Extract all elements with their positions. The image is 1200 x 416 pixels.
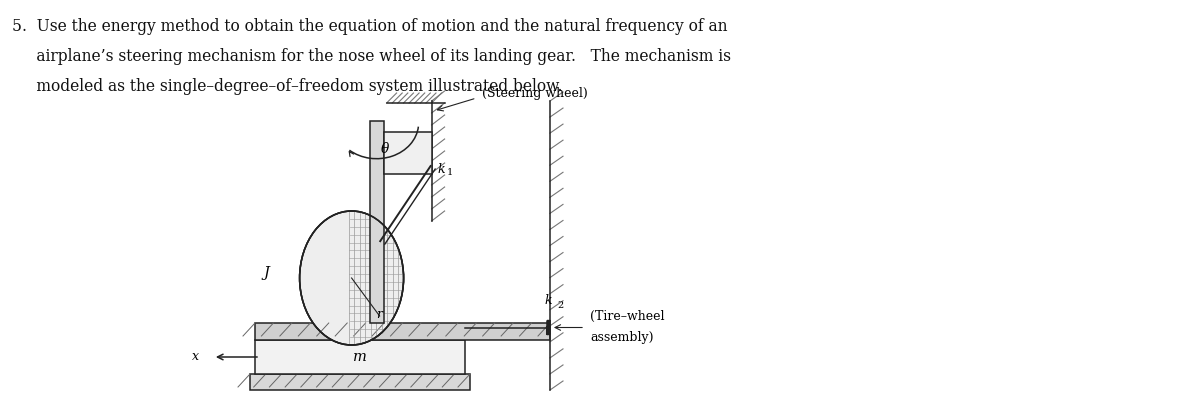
Ellipse shape <box>300 211 403 345</box>
Text: m: m <box>353 350 367 364</box>
Bar <box>250 374 470 390</box>
Text: 2: 2 <box>558 302 564 310</box>
Bar <box>254 340 466 374</box>
Bar <box>370 121 384 323</box>
Bar <box>254 323 550 340</box>
Text: 1: 1 <box>446 168 452 176</box>
Bar <box>384 132 432 174</box>
Text: assembly): assembly) <box>590 332 654 344</box>
Text: airplane’s steering mechanism for the nose wheel of its landing gear.   The mech: airplane’s steering mechanism for the no… <box>12 48 731 65</box>
Text: k: k <box>545 295 552 307</box>
Text: 5.  Use the energy method to obtain the equation of motion and the natural frequ: 5. Use the energy method to obtain the e… <box>12 18 727 35</box>
Text: (Tire–wheel: (Tire–wheel <box>590 310 665 322</box>
Text: k: k <box>438 163 445 176</box>
Text: x: x <box>192 351 198 364</box>
Text: r: r <box>377 308 383 321</box>
Text: J: J <box>264 266 270 280</box>
Text: (Steering wheel): (Steering wheel) <box>481 87 587 99</box>
Text: θ: θ <box>380 142 389 156</box>
Text: modeled as the single–degree–of–freedom system illustrated below.: modeled as the single–degree–of–freedom … <box>12 78 562 95</box>
